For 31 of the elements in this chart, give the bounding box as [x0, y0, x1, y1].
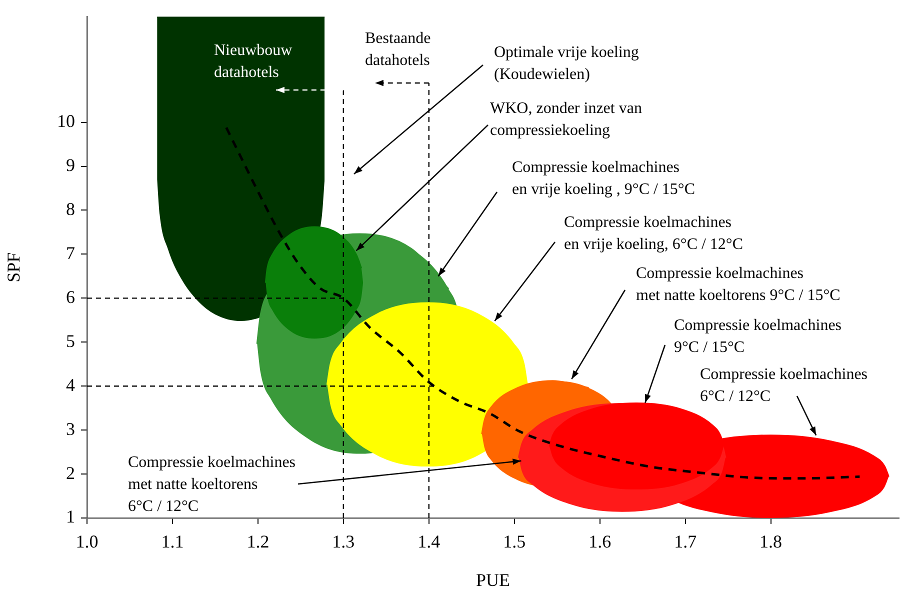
annotation: Compressie koelmachines 9°C / 15°C	[674, 317, 842, 356]
y-tick-label: 8	[66, 198, 75, 219]
x-tick-label: 1.4	[418, 532, 440, 552]
ref-line-label: Nieuwbouw datahotels	[214, 42, 293, 81]
x-tick-label: 1.7	[674, 532, 697, 552]
annotation: WKO, zonder inzet van compressiekoeling	[490, 100, 642, 139]
y-tick-label: 6	[66, 286, 75, 307]
x-tick-label: 1.3	[332, 532, 355, 552]
annotation: Optimale vrije koeling (Koudewielen)	[494, 44, 639, 83]
y-axis-title: SPF	[4, 252, 24, 282]
annotation: Compressie koelmachines met natte koeltorens 6°C / 12°C	[128, 454, 296, 515]
y-tick-label: 10	[57, 111, 75, 132]
x-tick-label: 1.5	[503, 532, 526, 552]
x-tick-label: 1.8	[760, 532, 782, 552]
annotation: Compressie koelmachines 6°C / 12°C	[700, 366, 868, 405]
x-tick-label: 1.1	[161, 532, 184, 552]
x-axis-title: PUE	[476, 570, 510, 590]
y-tick-label: 4	[66, 374, 75, 395]
annotation: Compressie koelmachines met natte koeltorens 9°C / 15°C	[636, 265, 840, 304]
y-tick-label: 7	[66, 242, 75, 263]
x-tick-label: 1.6	[588, 532, 612, 552]
ref-line-label: Bestaande datahotels	[365, 30, 431, 69]
x-tick-label: 1.2	[246, 532, 270, 552]
annotation: Compressie koelmachines en vrije koeling , 9°C / 15°C	[512, 159, 695, 198]
x-tick-label: 1.0	[76, 532, 98, 552]
y-tick-label: 9	[66, 155, 75, 176]
y-tick-label: 3	[66, 418, 75, 439]
annotation: Compressie koelmachines en vrije koeling, 6°C / 12°C	[564, 214, 743, 253]
y-tick-label: 1	[66, 506, 75, 527]
y-tick-label: 2	[66, 462, 75, 483]
y-tick-label: 5	[66, 330, 75, 351]
